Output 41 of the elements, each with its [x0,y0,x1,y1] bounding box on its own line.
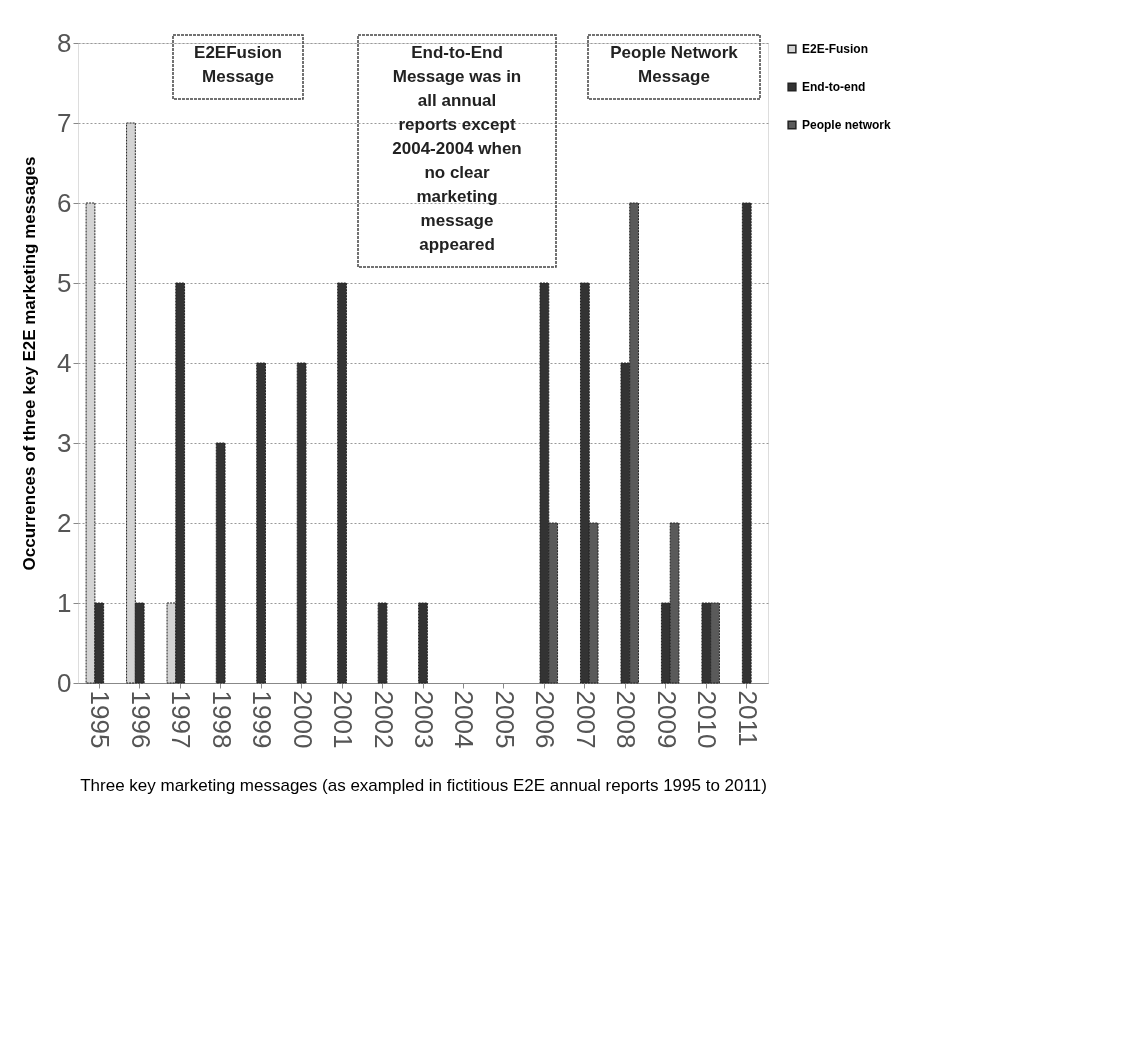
text: End-to-End Message was in all annual reports except 2004-2004 when no clear marketing message appeared [392,43,522,254]
bar [337,282,347,684]
x-tick-label: 2006 [530,690,561,749]
y-axis-title: Occurrences of three key E2E marketing messages [20,156,40,571]
annotation: People Network Message [610,43,739,86]
x-tick-label: 1998 [206,690,237,749]
x-tick-label: 1995 [85,690,116,749]
bar [377,602,388,684]
x-tick-label: 1997 [166,690,197,749]
annotation: E2EFusion Message [194,43,282,86]
x-tick-label: 2000 [287,690,318,749]
y-tick-label: 7 [57,107,72,138]
x-tick-label: 2004 [449,690,480,749]
y-tick-label: 4 [57,347,72,378]
x-tick-label: 2008 [611,690,642,749]
x-tick-label: 2003 [409,690,439,749]
y-tick-label: 1 [57,587,72,618]
bar [256,362,267,684]
bar [418,602,428,684]
y-tick-label: 6 [57,187,72,218]
bar [741,202,752,684]
x-axis-title: Three key marketing messages (as exampled in fictitious E2E annual reports 1995 to 2011) [80,776,767,796]
bar [296,362,307,684]
y-tick-label: 3 [57,427,72,458]
x-tick-label: 2011 [732,690,763,747]
y-tick-label: 8 [57,27,72,58]
legend-label: End-to-end [802,80,866,94]
x-tick-label: 2005 [489,690,520,749]
legend-label: People network [802,118,892,132]
x-tick-label: 2002 [368,690,399,749]
x-tick-label: 2009 [651,690,682,749]
bar [215,442,226,684]
x-tick-label: 1999 [247,690,278,749]
y-tick-label: 5 [57,267,72,298]
x-tick-label: 2010 [692,690,723,749]
x-tick-label: 1996 [125,690,156,749]
y-tick-label: 2 [57,507,72,538]
x-tick-label: 2001 [328,690,359,749]
y-tick-label: 0 [57,667,72,698]
legend-label: E2E-Fusion [802,42,869,56]
x-tick-label: 2007 [570,690,601,749]
